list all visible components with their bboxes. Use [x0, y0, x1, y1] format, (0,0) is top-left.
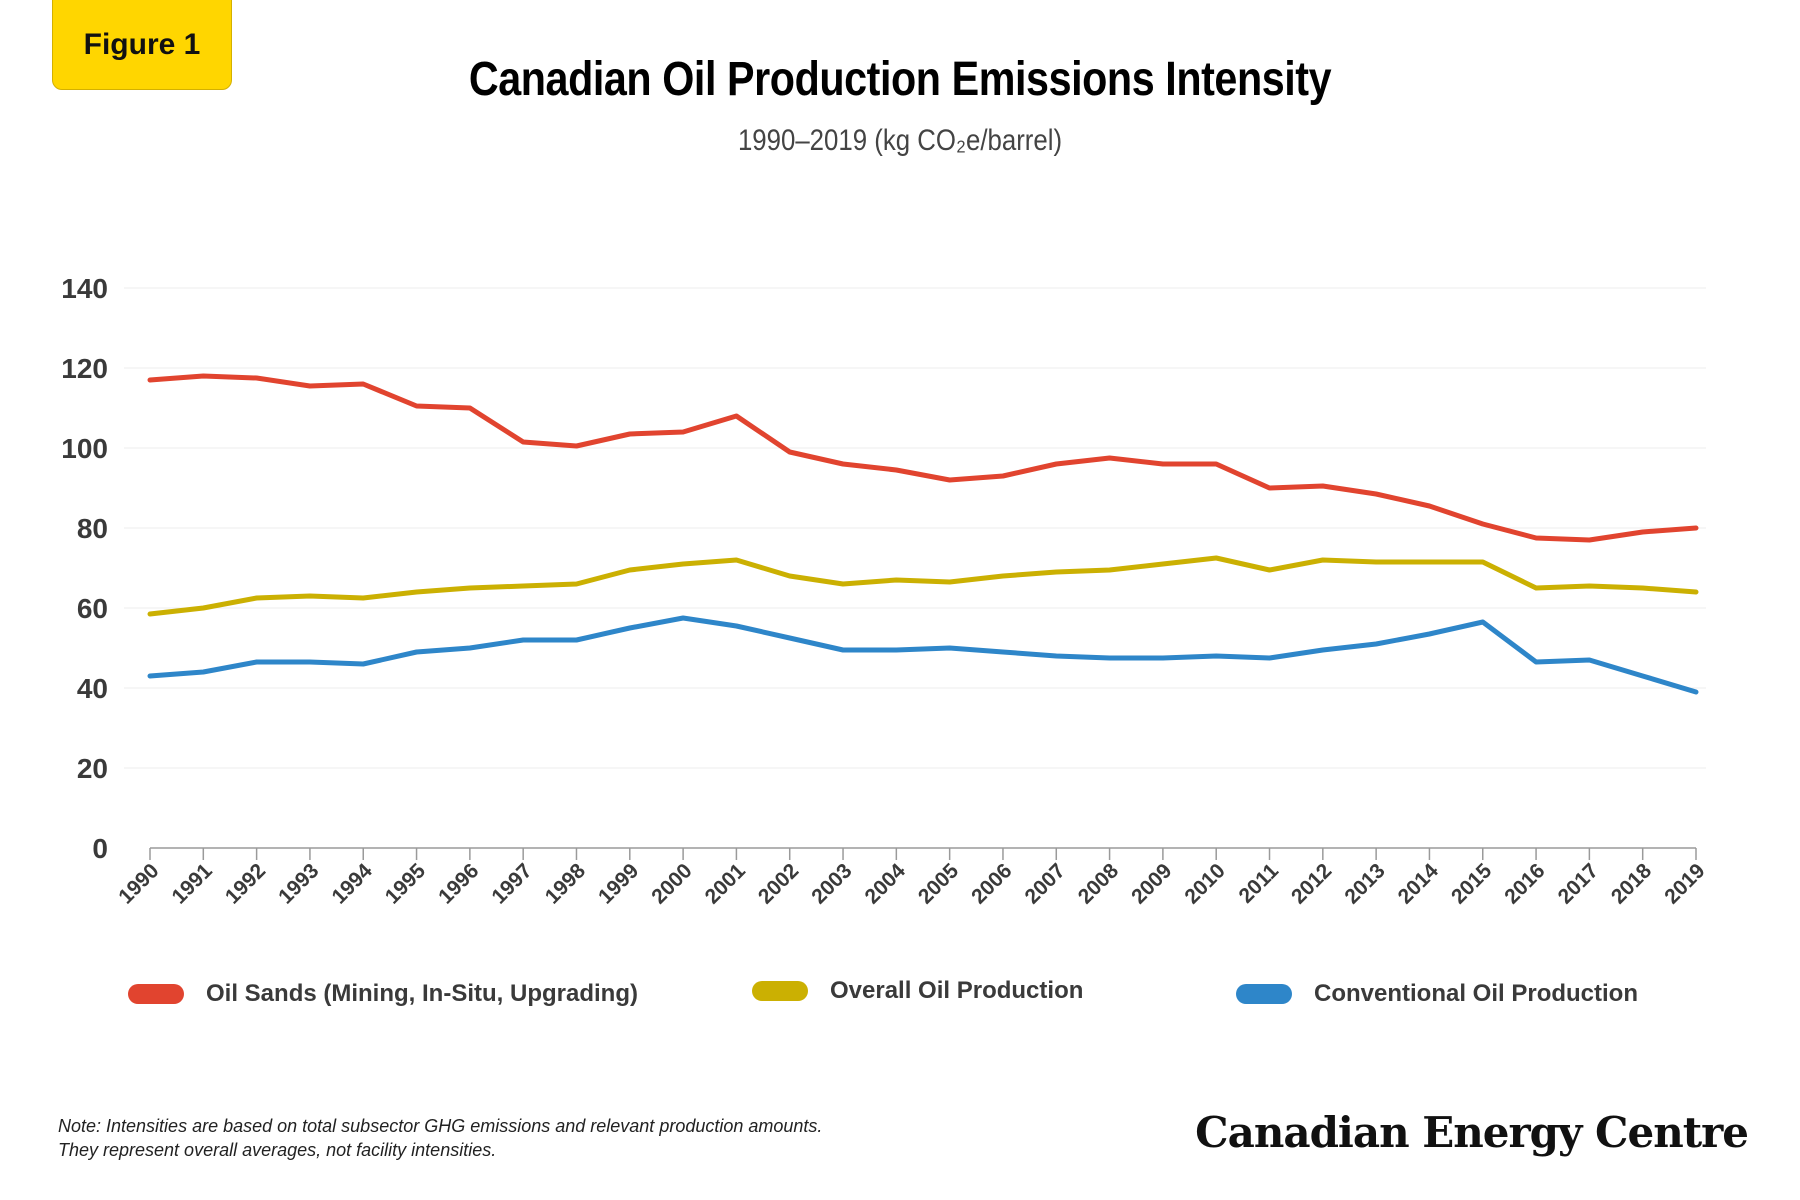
x-tick-label-2006: 2006 — [967, 859, 1016, 908]
x-tick-label-2005: 2005 — [914, 859, 964, 909]
grid-lines — [124, 287, 1706, 769]
x-tick-label-1990: 1990 — [114, 859, 163, 908]
x-tick-label-2000: 2000 — [647, 859, 696, 908]
x-axis: 1990 1991 1992 1993 1994 1995 1996 1997 1998 1999… — [114, 847, 1710, 909]
footnote-line-2: They represent overall averages, not fac… — [58, 1140, 497, 1160]
x-tick-label-2003: 2003 — [807, 859, 856, 908]
legend-item-conventional: Conventional Oil Production — [1236, 980, 1638, 1008]
x-tick-label-2004: 2004 — [861, 859, 911, 909]
legend-swatch-conventional — [1236, 984, 1292, 1004]
x-tick-label-1996: 1996 — [434, 859, 483, 908]
x-tick-label-1999: 1999 — [594, 859, 643, 908]
x-tick-label-1993: 1993 — [274, 859, 323, 908]
x-tick-label-1998: 1998 — [541, 859, 591, 909]
x-tick-label-2017: 2017 — [1554, 859, 1603, 908]
series-line-2 — [147, 615, 1699, 695]
y-tick-label-140: 140 — [61, 273, 108, 304]
footnote: Note: Intensities are based on total sub… — [58, 1114, 1038, 1162]
x-tick-label-2018: 2018 — [1607, 859, 1657, 909]
legend-item-overall: Overall Oil Production — [752, 977, 1083, 1005]
series-lines — [147, 373, 1699, 695]
x-tick-label-2001: 2001 — [701, 859, 751, 909]
chart-subtitle: 1990–2019 (kg CO₂e/barrel) — [737, 124, 1063, 157]
x-tick-label-2007: 2007 — [1021, 859, 1070, 908]
legend-label-conventional: Conventional Oil Production — [1314, 980, 1638, 1007]
y-tick-label-40: 40 — [77, 673, 108, 704]
footnote-line-1: Note: Intensities are based on total sub… — [58, 1116, 823, 1136]
legend-label-overall: Overall Oil Production — [830, 977, 1084, 1004]
legend-swatch-overall — [752, 981, 808, 1001]
x-tick-label-2002: 2002 — [754, 859, 803, 908]
x-tick-label-2013: 2013 — [1340, 859, 1389, 908]
x-tick-label-2016: 2016 — [1500, 859, 1549, 908]
x-tick-label-2008: 2008 — [1074, 859, 1124, 909]
publisher-logo: Canadian Energy Centre — [1195, 1108, 1749, 1157]
y-axis-ticks: 0 20 40 60 80 100 120 140 — [61, 273, 108, 864]
x-tick-label-1997: 1997 — [487, 859, 536, 908]
x-tick-label-1994: 1994 — [327, 859, 377, 909]
chart-title: Canadian Oil Production Emissions Intens… — [468, 53, 1332, 106]
series-line-1 — [147, 555, 1699, 617]
x-tick-label-2009: 2009 — [1127, 859, 1176, 908]
legend-swatch-oil-sands — [128, 984, 184, 1004]
x-tick-label-2019: 2019 — [1660, 859, 1709, 908]
figure-badge: Figure 1 — [52, 0, 232, 90]
y-tick-label-20: 20 — [77, 753, 108, 784]
y-tick-label-60: 60 — [77, 593, 108, 624]
x-tick-label-1995: 1995 — [381, 859, 431, 909]
x-tick-label-2010: 2010 — [1180, 859, 1229, 908]
x-tick-label-2012: 2012 — [1287, 859, 1336, 908]
y-tick-label-80: 80 — [77, 513, 108, 544]
x-tick-label-2011: 2011 — [1235, 859, 1284, 908]
x-tick-label-2014: 2014 — [1394, 859, 1444, 909]
legend-item-oil-sands: Oil Sands (Mining, In-Situ, Upgrading) — [128, 980, 638, 1008]
y-tick-label-120: 120 — [61, 353, 108, 384]
x-tick-label-2015: 2015 — [1447, 859, 1497, 909]
y-tick-label-100: 100 — [61, 433, 108, 464]
series-line-0 — [147, 373, 1699, 543]
legend-label-oil-sands: Oil Sands (Mining, In-Situ, Upgrading) — [206, 980, 638, 1007]
y-tick-label-0: 0 — [92, 833, 108, 864]
figure-badge-label: Figure 1 — [83, 28, 201, 61]
x-tick-label-1992: 1992 — [221, 859, 270, 908]
x-tick-label-1991: 1991 — [168, 859, 218, 909]
